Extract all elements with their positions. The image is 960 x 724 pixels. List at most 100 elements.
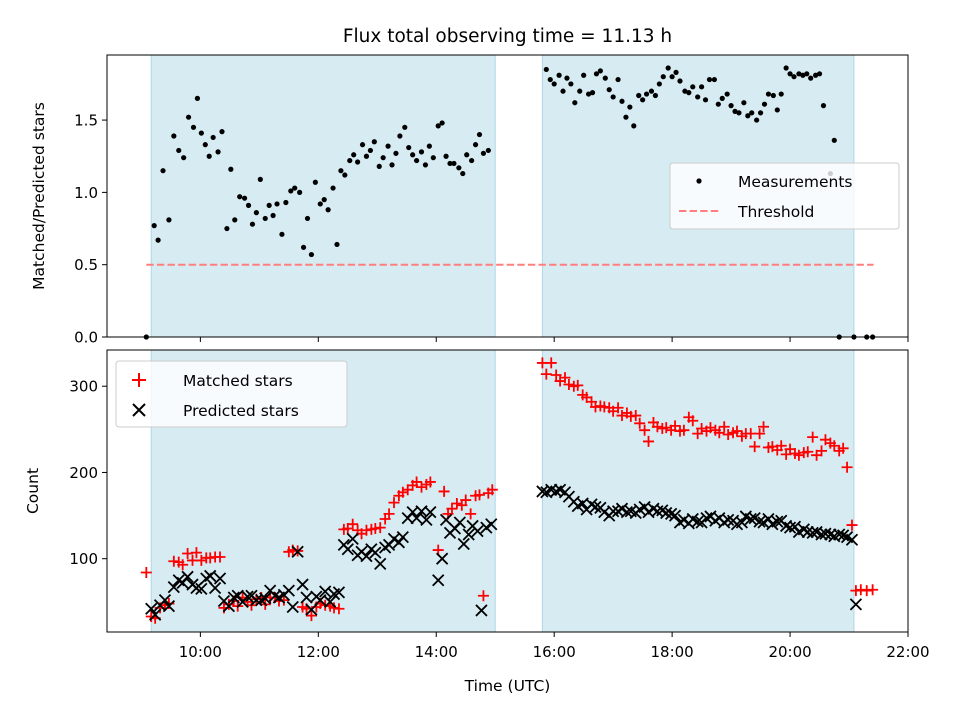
measurement-point — [581, 72, 587, 78]
measurement-point — [270, 212, 276, 219]
predicted-star-point — [282, 584, 295, 597]
predicted-star-point — [259, 592, 272, 605]
measurement-point — [359, 142, 366, 148]
measurement-point — [699, 84, 705, 90]
measurement-point — [669, 74, 675, 80]
matched-star-point — [639, 424, 651, 436]
legend-matched-marker — [132, 373, 146, 387]
predicted-star-point — [691, 515, 704, 528]
y-tick-label: 1.5 — [74, 112, 98, 130]
measurement-point — [402, 124, 408, 130]
matched-star-point — [643, 435, 655, 447]
observing-window-span — [151, 55, 496, 337]
matched-star-point — [731, 425, 743, 437]
matched-star-point — [545, 357, 557, 369]
measurement-point — [430, 155, 436, 161]
measurement-point — [702, 97, 709, 103]
predicted-star-point — [471, 524, 484, 538]
predicted-star-point — [190, 581, 203, 595]
x-tick-label: 20:00 — [768, 643, 811, 661]
measurement-point — [656, 81, 662, 87]
measurement-point — [198, 130, 204, 136]
measurement-point — [543, 66, 549, 73]
measurement-point — [241, 195, 248, 201]
matched-star-point — [793, 449, 805, 461]
predicted-star-point — [291, 545, 304, 558]
measurement-point — [577, 88, 583, 94]
measurement-point — [206, 153, 212, 159]
x-tick-label: 22:00 — [886, 643, 929, 661]
matched-star-point — [451, 498, 463, 510]
measurement-point — [774, 107, 780, 113]
measurement-point — [351, 152, 357, 158]
predicted-star-point — [410, 512, 423, 525]
matched-star-point — [305, 610, 317, 622]
matched-star-point — [828, 440, 840, 452]
measurement-point — [469, 157, 475, 164]
measurement-point — [181, 155, 187, 161]
measurement-point — [300, 244, 307, 250]
x-tick-label: 14:00 — [415, 643, 458, 661]
matched-star-point — [704, 422, 716, 434]
measurement-point — [185, 114, 192, 120]
measurement-point — [585, 91, 592, 97]
measurement-point — [610, 94, 616, 100]
predicted-star-point — [819, 527, 832, 540]
matched-star-point — [687, 415, 699, 427]
ratio-panel-x-ticks — [199, 337, 909, 342]
measurement-point — [151, 223, 157, 229]
measurement-point — [380, 155, 386, 161]
x-tick-label: 10:00 — [179, 643, 222, 661]
measurement-point — [160, 168, 166, 174]
predicted-star-point — [346, 532, 359, 545]
measurement-point — [556, 72, 562, 78]
predicted-star-point — [753, 515, 766, 528]
ratio-panel-frame — [106, 54, 909, 338]
measurement-point — [257, 176, 263, 182]
measurement-point — [219, 129, 225, 135]
measurement-point — [695, 94, 701, 100]
measurement-point — [816, 71, 823, 77]
count-panel-y-ticks: 100 200 300 — [69, 378, 107, 568]
predicted-star-point — [319, 585, 332, 598]
measurement-point — [560, 88, 566, 94]
matched-star-point — [438, 485, 450, 497]
measurement-point — [363, 153, 370, 159]
predicted-star-point — [833, 528, 846, 541]
predicted-star-point — [227, 591, 240, 604]
measurement-point — [397, 133, 403, 139]
matched-star-point — [669, 420, 681, 432]
y-tick-label: 300 — [69, 378, 98, 396]
measurement-point — [266, 202, 272, 208]
predicted-star-point — [369, 546, 382, 559]
measurement-point — [677, 78, 683, 84]
measurement-point — [589, 90, 596, 96]
measurement-point — [765, 91, 772, 97]
measurement-point — [711, 76, 717, 83]
predicted-star-point — [845, 533, 859, 546]
measurement-point — [606, 87, 612, 93]
measurement-point — [745, 113, 751, 119]
measurement-point — [435, 123, 441, 129]
measurement-point — [741, 100, 747, 106]
measurement-point — [253, 210, 259, 216]
measurement-point — [330, 185, 336, 191]
predicted-star-point — [208, 581, 222, 595]
matched-star-point — [190, 547, 202, 559]
measurement-point — [176, 147, 182, 154]
y-tick-label: 0.0 — [74, 329, 98, 347]
predicted-star-point — [462, 528, 475, 541]
measurement-point — [724, 91, 730, 97]
x-tick-label: 16:00 — [533, 643, 576, 661]
measurement-point — [568, 81, 574, 87]
matched-star-point — [846, 519, 858, 531]
measurement-point — [228, 166, 234, 172]
observing-window-span — [542, 350, 854, 632]
predicted-star-point — [286, 600, 299, 614]
measurement-point — [355, 159, 361, 165]
measurement-point — [480, 150, 487, 156]
matched-star-point — [660, 422, 672, 434]
matched-star-point — [486, 484, 498, 496]
matched-star-point — [383, 508, 395, 520]
